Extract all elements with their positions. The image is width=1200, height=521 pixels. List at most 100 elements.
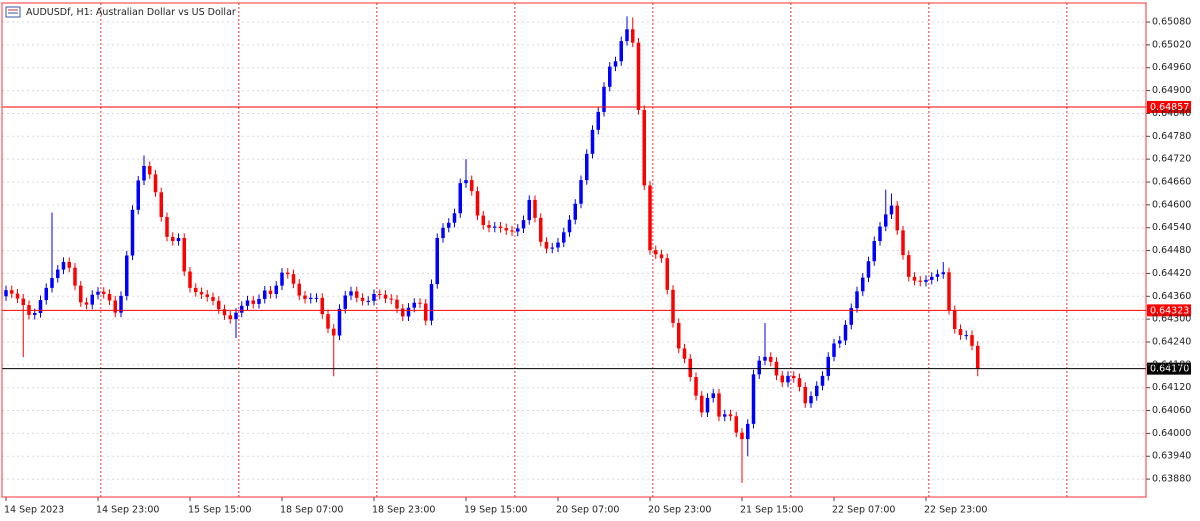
candle-body xyxy=(872,241,876,262)
y-tick-label: 0.64000 xyxy=(1152,428,1191,439)
candle-body xyxy=(866,261,871,278)
candle-body xyxy=(665,258,669,290)
candle-body xyxy=(130,209,135,256)
candle-body xyxy=(360,297,365,301)
candle-body xyxy=(481,215,485,226)
candle-body xyxy=(625,29,629,42)
y-tick-label: 0.65020 xyxy=(1152,39,1191,50)
candle-body xyxy=(717,393,721,417)
candle-body xyxy=(504,228,508,231)
x-tick-label: 14 Sep 2023 xyxy=(4,505,64,516)
candle-body xyxy=(590,129,595,154)
candle-body xyxy=(631,29,635,43)
y-tick-label: 0.64060 xyxy=(1152,405,1191,416)
candle-body xyxy=(280,272,284,286)
candle-body xyxy=(878,226,882,242)
candle-body xyxy=(556,242,560,248)
candle-body xyxy=(383,294,388,299)
candle-body xyxy=(395,299,399,309)
candle-body xyxy=(820,375,825,386)
level-layer: 0.64857 0.64323 0.64170 xyxy=(2,100,1191,375)
candle-body xyxy=(309,297,313,299)
x-tick-label: 15 Sep 15:00 xyxy=(188,505,251,516)
candle-body xyxy=(941,272,945,275)
y-tick-label: 0.64480 xyxy=(1152,245,1191,256)
icon-frame xyxy=(5,6,21,18)
y-tick-label: 0.64840 xyxy=(1152,108,1191,119)
candle-body xyxy=(659,254,664,259)
chart-title: AUDUSDf, H1: Australian Dollar vs US Dol… xyxy=(26,7,236,18)
candle-body xyxy=(746,423,750,440)
candle-body xyxy=(780,375,784,383)
candle-body xyxy=(148,166,152,175)
candle-body xyxy=(297,283,301,296)
candle-body xyxy=(723,414,727,417)
candle-body xyxy=(769,356,773,362)
candle-body xyxy=(107,293,112,301)
candle-body xyxy=(648,185,652,251)
y-tick-label: 0.64600 xyxy=(1152,199,1191,210)
x-tick-label: 20 Sep 07:00 xyxy=(556,505,619,516)
candle-body xyxy=(119,295,123,313)
candle-body xyxy=(314,297,319,299)
candle-body xyxy=(550,247,554,249)
candle-body xyxy=(79,285,83,303)
candle-body xyxy=(895,205,899,231)
axis-layer: 0.65080 0.65020 0.64960 0.64900 0.64840 0.647… xyxy=(4,17,1191,516)
candle-body xyxy=(286,272,290,275)
candle-body xyxy=(700,395,704,413)
y-tick-label: 0.64120 xyxy=(1152,382,1191,393)
candle-body xyxy=(579,180,583,204)
candle-body xyxy=(263,290,267,299)
candle-body xyxy=(544,241,549,249)
candle-body xyxy=(320,297,324,315)
y-tick-label: 0.64240 xyxy=(1152,336,1191,347)
candle-body xyxy=(429,284,434,321)
level-tag xyxy=(1147,304,1191,317)
candle-body xyxy=(188,271,192,288)
candle-body xyxy=(33,313,37,315)
candle-body xyxy=(958,329,963,336)
candle-body xyxy=(711,393,715,398)
candle-body xyxy=(159,192,163,218)
candle-body xyxy=(176,238,181,242)
candle-body xyxy=(125,255,129,296)
candle-body xyxy=(843,324,848,341)
candle-body xyxy=(194,287,198,293)
candle-body xyxy=(947,272,951,310)
candle-body xyxy=(838,340,842,344)
candle-body xyxy=(757,360,761,375)
candle-body xyxy=(401,308,405,317)
candle-body xyxy=(613,61,618,67)
candle-body xyxy=(935,274,940,277)
candle-body xyxy=(912,276,917,281)
y-tick-label: 0.63880 xyxy=(1152,474,1191,485)
candle-body xyxy=(406,307,411,317)
candle-body xyxy=(602,86,606,112)
candle-body xyxy=(688,358,692,378)
candle-body xyxy=(424,303,428,321)
level-tag xyxy=(1147,100,1191,113)
x-tick-label: 22 Sep 23:00 xyxy=(924,505,987,516)
candle-body xyxy=(21,298,25,306)
candle-body xyxy=(441,227,445,239)
candle-body xyxy=(924,279,928,282)
candle-body xyxy=(56,269,60,278)
candle-body xyxy=(4,290,8,297)
y-tick-label: 0.64420 xyxy=(1152,268,1191,279)
candle-body xyxy=(343,295,347,309)
candle-body xyxy=(326,314,330,329)
candle-body xyxy=(470,180,474,192)
candle-body xyxy=(671,289,675,323)
candle-body xyxy=(171,236,175,242)
candle-body xyxy=(228,315,232,320)
x-tick-label: 14 Sep 23:00 xyxy=(96,505,159,516)
candle-body xyxy=(786,375,790,383)
candle-body xyxy=(728,414,733,417)
candle-body xyxy=(849,308,853,325)
candle-body xyxy=(211,297,215,301)
candle-layer xyxy=(4,16,980,483)
